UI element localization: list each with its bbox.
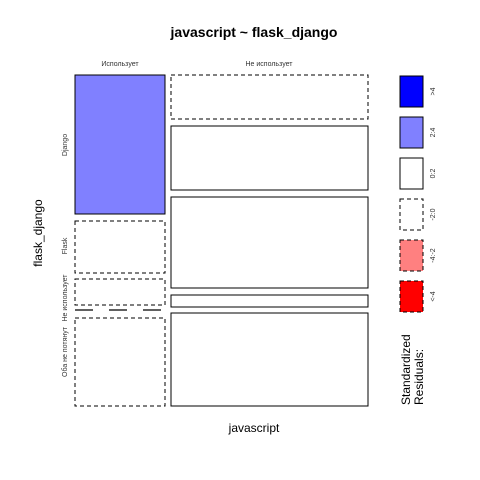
column-label-uses: Использует	[101, 61, 139, 68]
legend-label-5: <-4	[430, 291, 437, 301]
legend-label-2: 0:2	[430, 169, 437, 179]
row-label-django: Django	[62, 134, 69, 156]
mosaic-cell-not-uses-8	[170, 294, 369, 308]
legend: >4 2:4 0:2 -2:0 -4:-2 <-4	[399, 75, 437, 313]
legend-swatch-2	[399, 157, 424, 190]
mosaic-cell-uses-2	[74, 278, 166, 306]
legend-title-line1: Standardized	[399, 334, 413, 405]
legend-label-3: -2:0	[430, 208, 437, 220]
mosaic-cell-uses-1	[74, 220, 166, 274]
row-label-both-not: Оба не потянут	[61, 326, 69, 377]
mosaic-cell-not-uses-5	[170, 74, 369, 120]
legend-swatch-5	[399, 280, 424, 313]
mosaic-cell-uses-0	[74, 74, 166, 215]
legend-label-0: >4	[430, 87, 437, 95]
y-axis-label: flask_django	[31, 199, 45, 267]
legend-label-1: 2:4	[430, 128, 437, 138]
chart-title: javascript ~ flask_django	[170, 24, 338, 40]
x-axis-label: javascript	[228, 421, 280, 435]
mosaic-cell-not-uses-9	[170, 312, 369, 407]
mosaic-cell-not-uses-7	[170, 196, 369, 289]
mosaic-cell-uses-4	[74, 317, 166, 407]
legend-swatch-0	[399, 75, 424, 108]
mosaic-cells	[74, 74, 369, 407]
legend-swatch-3	[399, 198, 424, 231]
mosaic-cell-not-uses-6	[170, 125, 369, 191]
legend-label-4: -4:-2	[430, 248, 437, 263]
legend-title-line2: Residuals:	[412, 349, 426, 405]
row-label-not-uses: Не использует	[62, 274, 69, 322]
row-label-flask: Flask	[62, 237, 69, 254]
legend-swatch-1	[399, 116, 424, 149]
column-label-not-uses: Не использует	[246, 61, 294, 68]
legend-swatch-4	[399, 239, 424, 272]
